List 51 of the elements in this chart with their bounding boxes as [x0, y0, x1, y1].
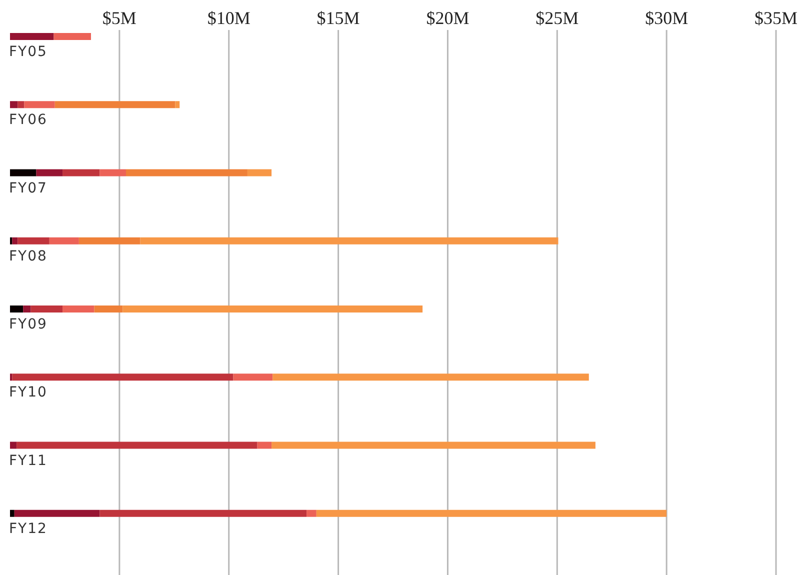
bar — [306, 510, 316, 517]
bar — [16, 442, 258, 449]
bar — [54, 33, 91, 40]
y-tick-label: FY06 — [9, 112, 48, 128]
x-tick-label: $15M — [316, 8, 360, 28]
y-tick-label: FY09 — [9, 316, 48, 333]
bar — [23, 306, 31, 312]
bar — [247, 169, 272, 176]
y-tick-label: FY07 — [9, 180, 48, 196]
bar — [36, 169, 63, 176]
bar — [175, 101, 180, 108]
bar — [94, 306, 123, 312]
bar — [12, 374, 234, 381]
bar — [24, 101, 55, 108]
bar — [49, 237, 79, 244]
bar — [54, 101, 176, 108]
bar — [100, 510, 307, 517]
y-tick-label: FY11 — [9, 452, 48, 469]
bar — [62, 169, 100, 176]
bar — [316, 510, 667, 517]
bar — [10, 510, 14, 517]
bar — [10, 101, 18, 108]
x-tick-label: $30M — [645, 8, 688, 28]
x-tick-label: $10M — [207, 8, 250, 28]
bar — [10, 442, 17, 449]
bar — [62, 306, 94, 312]
bar — [10, 169, 36, 176]
bar — [257, 442, 272, 449]
bar — [10, 33, 54, 40]
bar — [10, 306, 24, 312]
bar — [12, 237, 18, 244]
bar — [100, 169, 126, 176]
bar — [18, 237, 50, 244]
bar — [14, 510, 100, 517]
x-tick-label: $25M — [536, 8, 579, 28]
x-tick-label: $5M — [102, 8, 136, 28]
bar — [122, 306, 423, 312]
bar — [140, 237, 558, 244]
y-tick-label: FY10 — [9, 384, 48, 401]
x-tick-label: $35M — [754, 8, 798, 28]
bar — [78, 237, 140, 244]
bar — [18, 101, 24, 108]
bar — [233, 374, 273, 381]
bar — [272, 442, 596, 449]
x-tick-label: $20M — [426, 8, 470, 28]
y-tick-label: FY05 — [9, 44, 48, 60]
y-tick-label: FY08 — [9, 248, 48, 264]
bar — [30, 306, 63, 312]
bar — [126, 169, 248, 176]
y-tick-label: FY12 — [9, 520, 48, 537]
bar — [272, 374, 589, 381]
